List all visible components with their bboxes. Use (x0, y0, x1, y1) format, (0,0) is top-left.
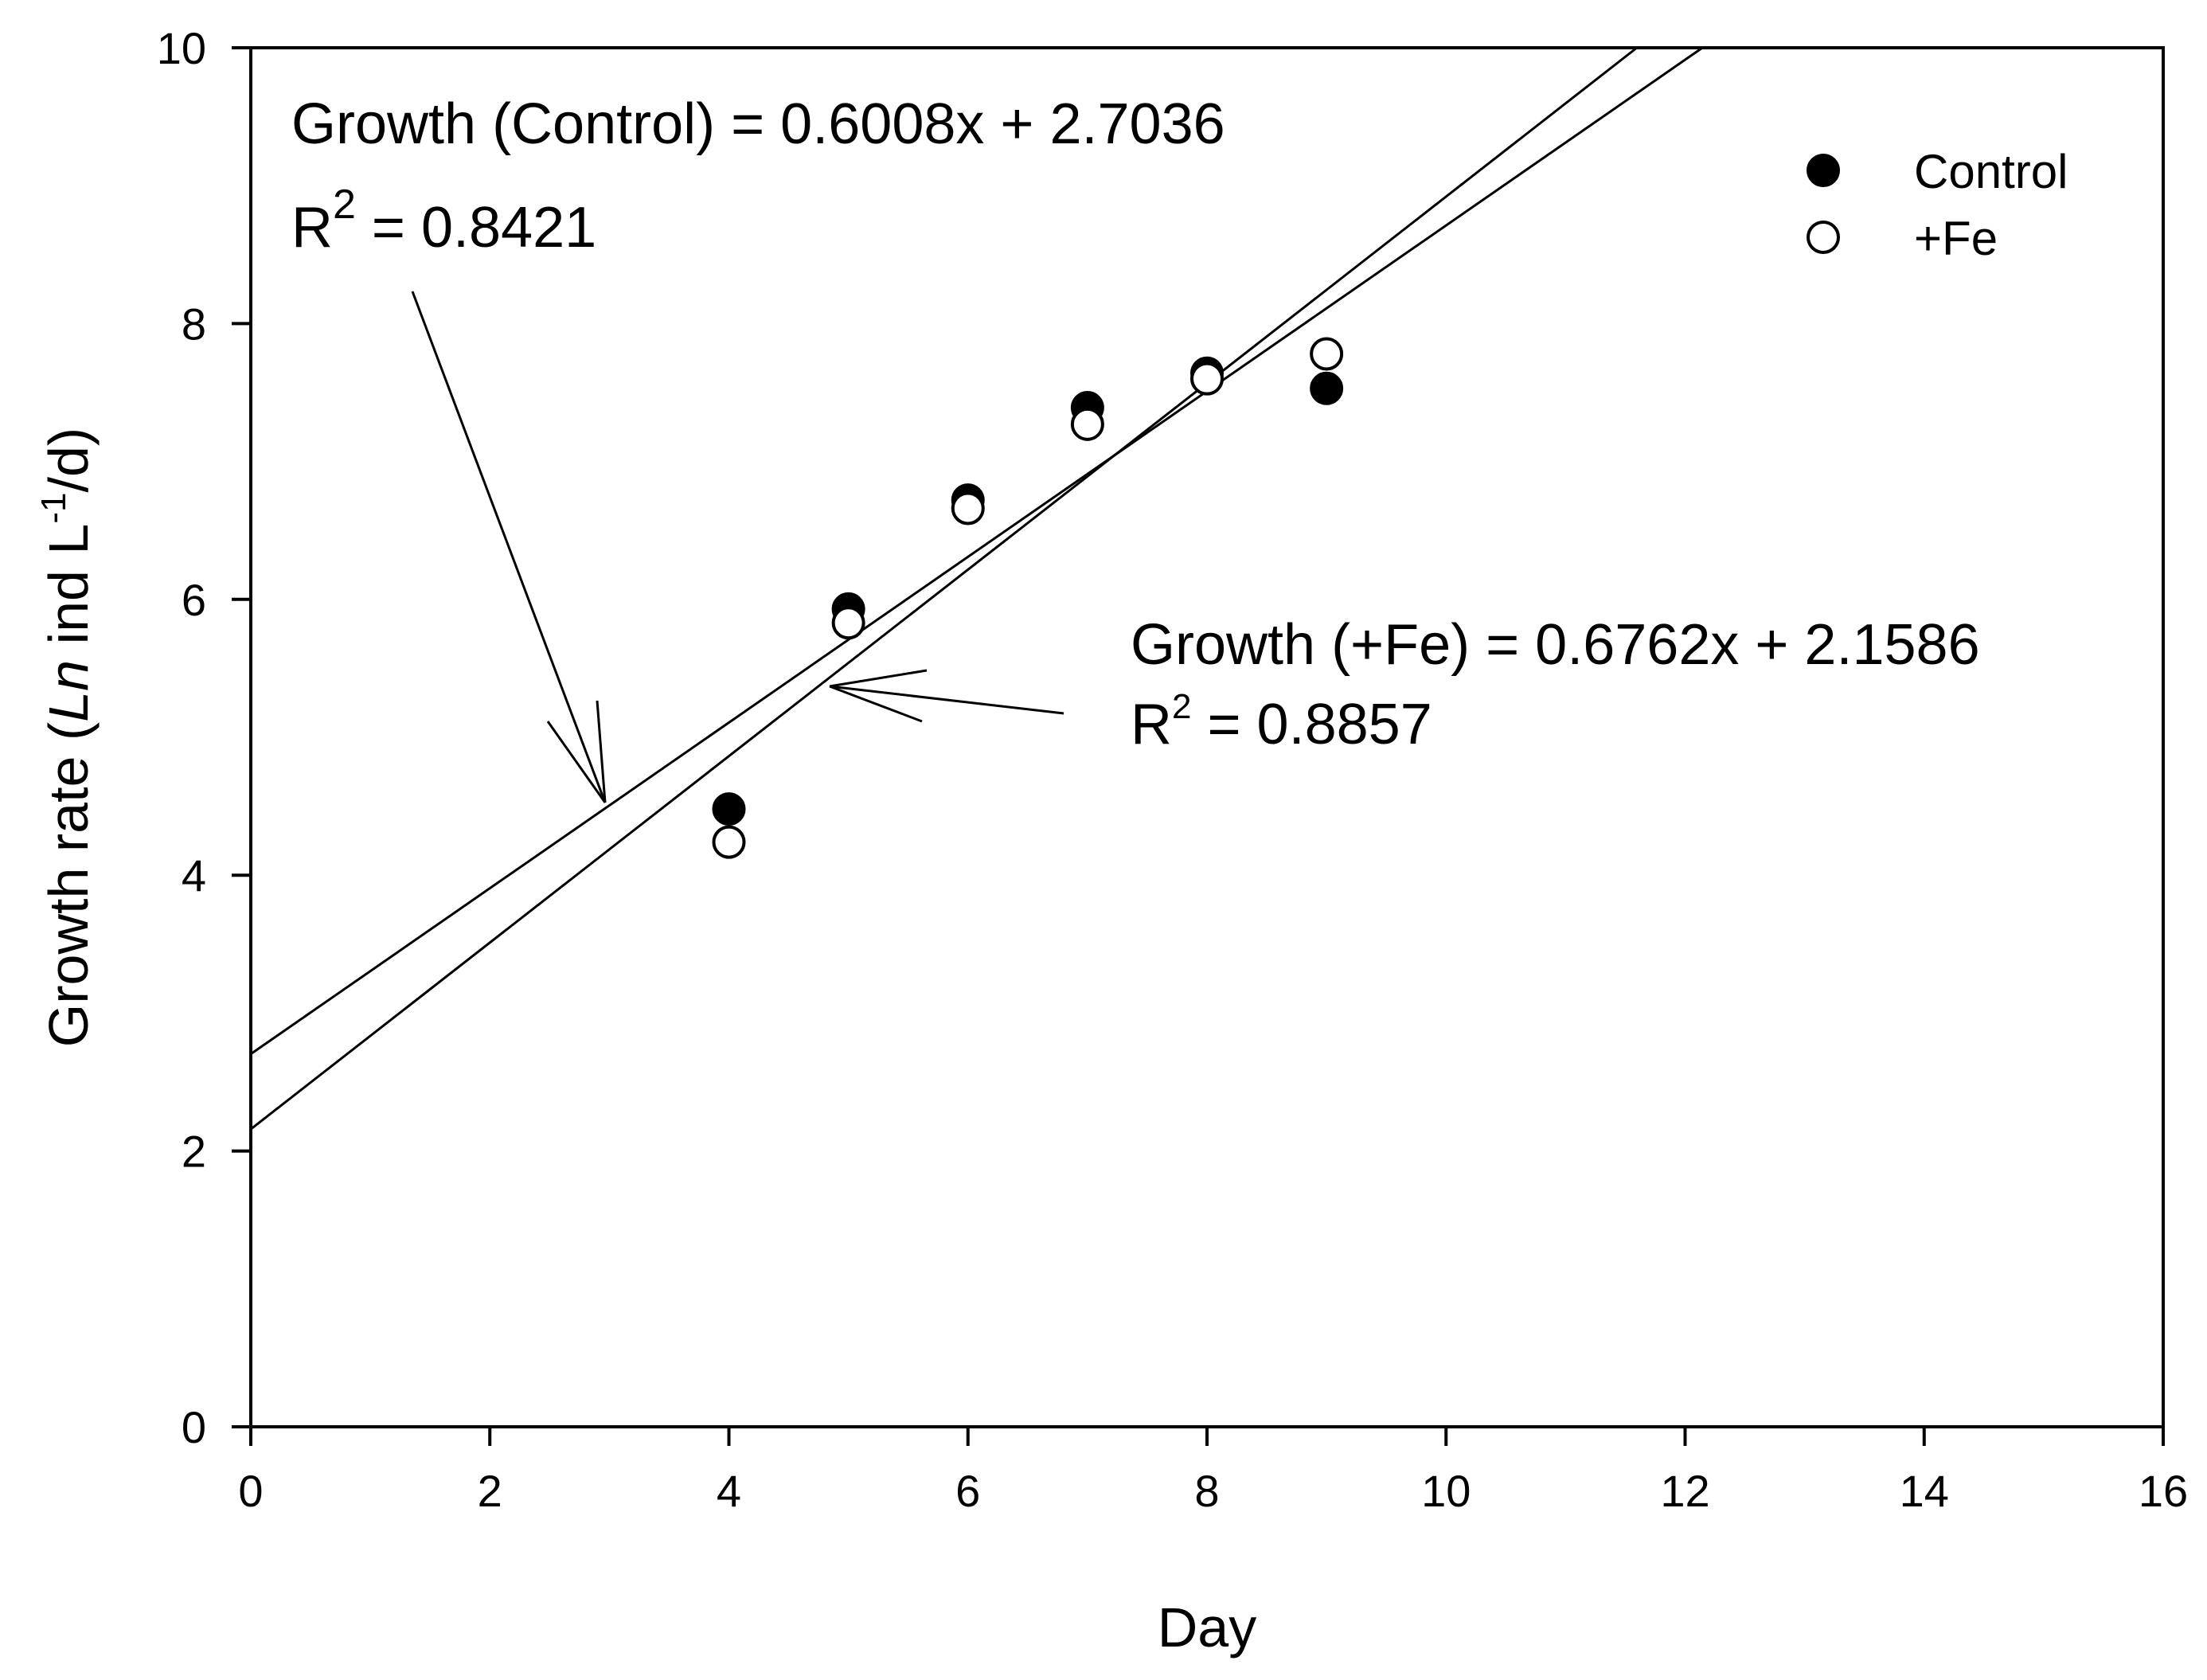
y-tick-label: 4 (182, 850, 206, 901)
fe-r2: R2 = 0.8857 (1131, 687, 1432, 756)
y-axis-title: Growth rate (Ln ind L-1/d) (34, 428, 100, 1047)
control-r2: R2 = 0.8421 (291, 182, 596, 260)
fit-line-control (250, 46, 1704, 1055)
x-axis-ticks: 0 2 4 6 8 10 12 14 16 (238, 1427, 2188, 1516)
legend-label-control: Control (1914, 145, 2068, 198)
x-tick-label: 4 (717, 1466, 741, 1516)
control-equation: Growth (Control) = 0.6008x + 2.7036 (291, 92, 1225, 156)
point-fe (1310, 337, 1344, 371)
y-axis-ticks: 0 2 4 6 8 10 (157, 23, 251, 1452)
y-tick-label: 2 (182, 1127, 206, 1177)
x-tick-label: 2 (478, 1466, 502, 1516)
point-fe (1190, 361, 1224, 396)
fit-line-fe (250, 46, 1638, 1131)
y-tick-label: 10 (157, 23, 206, 73)
legend-label-fe: +Fe (1914, 212, 1998, 265)
x-tick-label: 6 (955, 1466, 980, 1516)
data-markers (712, 337, 1344, 859)
control-arrow (411, 291, 607, 803)
point-fe (712, 825, 746, 859)
legend-marker-control (1807, 154, 1840, 187)
point-fe (951, 491, 985, 525)
x-tick-label: 16 (2139, 1466, 2188, 1516)
x-tick-label: 0 (238, 1466, 263, 1516)
fe-equation: Growth (+Fe) = 0.6762x + 2.1586 (1131, 613, 1980, 677)
regression-lines (250, 46, 1704, 1131)
x-tick-label: 12 (1660, 1466, 1709, 1516)
x-tick-label: 14 (1900, 1466, 1949, 1516)
x-axis-title: Day (1158, 1596, 1256, 1659)
point-control (712, 792, 746, 826)
point-fe (831, 606, 865, 640)
point-control (1310, 371, 1344, 405)
point-fe (1070, 407, 1104, 441)
x-tick-label: 10 (1421, 1466, 1471, 1516)
y-tick-label: 0 (182, 1402, 206, 1452)
y-tick-label: 8 (182, 299, 206, 349)
y-tick-label: 6 (182, 575, 206, 625)
x-tick-label: 8 (1194, 1466, 1219, 1516)
legend: Control +Fe (1807, 145, 2068, 265)
fe-arrow (829, 669, 1064, 723)
legend-marker-fe (1807, 221, 1840, 254)
